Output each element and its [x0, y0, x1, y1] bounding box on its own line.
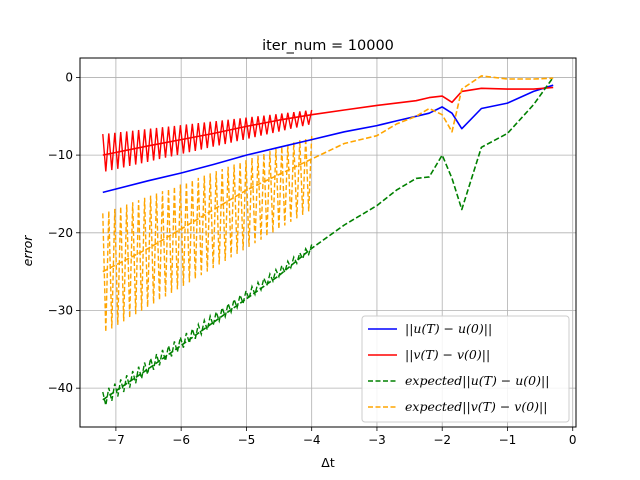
legend: ||u(T) − u(0)|| ||v(T) − v(0)|| expected||… [361, 315, 570, 423]
series-line [102, 84, 554, 194]
legend-label: expected||v(T) − v(0)|| [405, 399, 547, 414]
plot-frame [79, 57, 577, 428]
x-axis-label: Δt [321, 455, 335, 470]
x-tick-label: −3 [368, 433, 386, 447]
legend-label: expected||u(T) − u(0)|| [405, 373, 549, 388]
x-tick-label: −7 [107, 433, 125, 447]
y-tick-label: 0 [65, 70, 73, 84]
x-tick-label: −1 [499, 433, 517, 447]
x-tick-label: 0 [569, 433, 577, 447]
legend-label: ||v(T) − v(0)|| [405, 347, 490, 362]
x-tick-label: −6 [172, 433, 190, 447]
x-tick-label: −2 [433, 433, 451, 447]
series-lines [102, 75, 554, 401]
legend-box [361, 315, 570, 423]
y-tick-label: −20 [48, 226, 73, 240]
series-band [102, 244, 313, 406]
series-line [102, 76, 554, 401]
y-tick-label: −10 [48, 148, 73, 162]
chart-title: iter_num = 10000 [262, 38, 394, 54]
y-tick-label: −40 [48, 381, 73, 395]
y-tick-label: −30 [48, 303, 73, 317]
x-tick-label: −5 [238, 433, 256, 447]
legend-label: ||u(T) − u(0)|| [405, 321, 492, 336]
y-axis-label: error [20, 235, 35, 267]
series-band [102, 135, 313, 333]
series-line [102, 75, 554, 273]
x-tick-label: −4 [303, 433, 321, 447]
series-line [102, 86, 554, 156]
axis-ticks: −7 −6 −5 −4 −3 −2 −1 00−10−20−30−40 [48, 70, 577, 447]
